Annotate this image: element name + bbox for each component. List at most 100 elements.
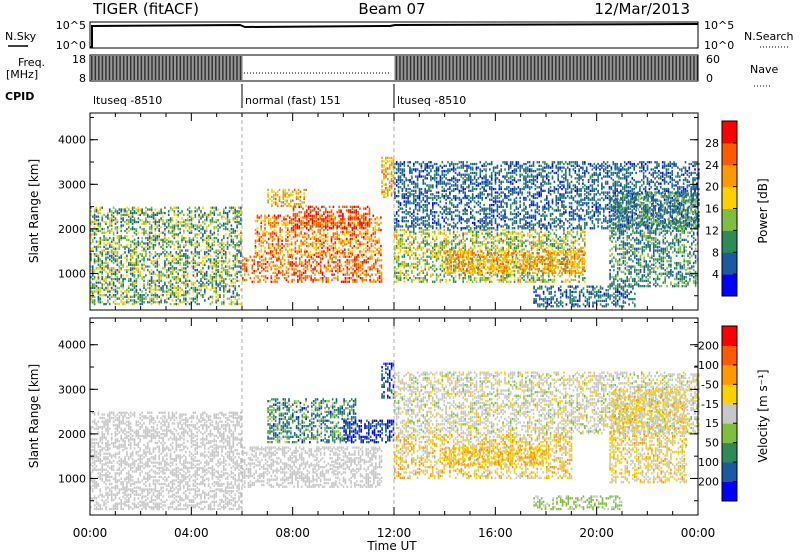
data-cell xyxy=(288,268,290,270)
data-cell xyxy=(487,247,489,249)
data-cell xyxy=(379,259,381,261)
data-cell xyxy=(233,267,235,269)
data-cell xyxy=(376,240,378,242)
data-cell xyxy=(208,280,210,282)
data-cell xyxy=(383,194,385,196)
data-cell xyxy=(327,247,329,249)
data-cell xyxy=(267,270,269,272)
data-cell xyxy=(117,251,119,253)
data-cell xyxy=(365,227,367,229)
data-cell xyxy=(119,257,121,259)
data-cell xyxy=(130,228,132,230)
data-cell xyxy=(481,232,483,234)
data-cell xyxy=(109,282,111,284)
data-cell xyxy=(314,277,316,279)
data-cell xyxy=(261,259,263,261)
data-cell xyxy=(321,241,323,243)
data-cell xyxy=(139,226,141,228)
data-cell xyxy=(274,272,276,274)
data-cell xyxy=(111,296,113,298)
data-cell xyxy=(217,269,219,271)
data-cell xyxy=(200,289,202,291)
data-cell xyxy=(432,254,434,256)
data-cell xyxy=(421,257,423,259)
data-cell xyxy=(413,266,415,268)
data-cell xyxy=(111,260,113,262)
data-cell xyxy=(136,267,138,269)
data-cell xyxy=(419,277,421,279)
data-cell xyxy=(413,252,415,254)
data-cell xyxy=(286,277,288,279)
data-cell xyxy=(219,212,221,214)
data-cell xyxy=(189,237,191,239)
data-cell xyxy=(94,290,96,292)
data-cell xyxy=(177,273,179,275)
data-cell xyxy=(344,206,346,208)
data-cell xyxy=(105,271,107,273)
data-cell xyxy=(457,243,459,245)
data-cell xyxy=(445,256,447,258)
data-cell xyxy=(212,212,214,214)
data-cell xyxy=(305,189,307,191)
data-cell xyxy=(335,216,337,218)
data-cell xyxy=(219,280,221,282)
data-cell xyxy=(132,226,134,228)
data-cell xyxy=(293,249,295,251)
data-cell xyxy=(525,240,527,242)
data-cell xyxy=(231,207,233,209)
data-cell xyxy=(196,280,198,282)
data-cell xyxy=(193,237,195,239)
nave-tick-high: 60 xyxy=(706,53,720,66)
data-cell xyxy=(273,191,275,193)
data-cell xyxy=(291,249,293,251)
data-cell xyxy=(94,226,96,228)
data-cell xyxy=(126,244,128,246)
data-cell xyxy=(417,261,419,263)
data-cell xyxy=(449,241,451,243)
data-cell xyxy=(369,218,371,220)
data-cell xyxy=(138,267,140,269)
data-cell xyxy=(396,234,398,236)
data-cell xyxy=(166,294,168,296)
data-cell xyxy=(365,208,367,210)
data-cell xyxy=(187,283,189,285)
data-cell xyxy=(453,265,455,267)
data-cell xyxy=(132,303,134,305)
data-cell xyxy=(508,231,510,233)
data-cell xyxy=(308,252,310,254)
data-cell xyxy=(489,277,491,279)
data-cell xyxy=(113,278,115,280)
data-cell xyxy=(126,235,128,237)
data-cell xyxy=(350,231,352,233)
data-cell xyxy=(210,207,212,209)
data-cell xyxy=(100,258,102,260)
data-cell xyxy=(229,303,231,305)
data-cell xyxy=(130,253,132,255)
data-cell xyxy=(537,232,539,234)
data-cell xyxy=(155,214,157,216)
data-cell xyxy=(298,211,300,213)
data-cell xyxy=(265,270,267,272)
data-cell xyxy=(128,208,130,210)
data-cell xyxy=(257,261,259,263)
data-cell xyxy=(333,218,335,220)
data-cell xyxy=(210,282,212,284)
data-cell xyxy=(134,239,136,241)
data-cell xyxy=(119,235,121,237)
data-cell xyxy=(377,277,379,279)
data-cell xyxy=(189,298,191,300)
data-cell xyxy=(362,268,364,270)
data-cell xyxy=(145,217,147,219)
data-cell xyxy=(357,211,359,213)
data-cell xyxy=(196,287,198,289)
data-cell xyxy=(162,273,164,275)
data-cell xyxy=(185,249,187,251)
data-cell xyxy=(96,280,98,282)
data-cell xyxy=(162,251,164,253)
data-cell xyxy=(155,233,157,235)
data-cell xyxy=(436,274,438,276)
data-cell xyxy=(107,212,109,214)
data-cell xyxy=(381,189,383,191)
data-cell xyxy=(240,274,242,276)
data-cell xyxy=(212,301,214,303)
